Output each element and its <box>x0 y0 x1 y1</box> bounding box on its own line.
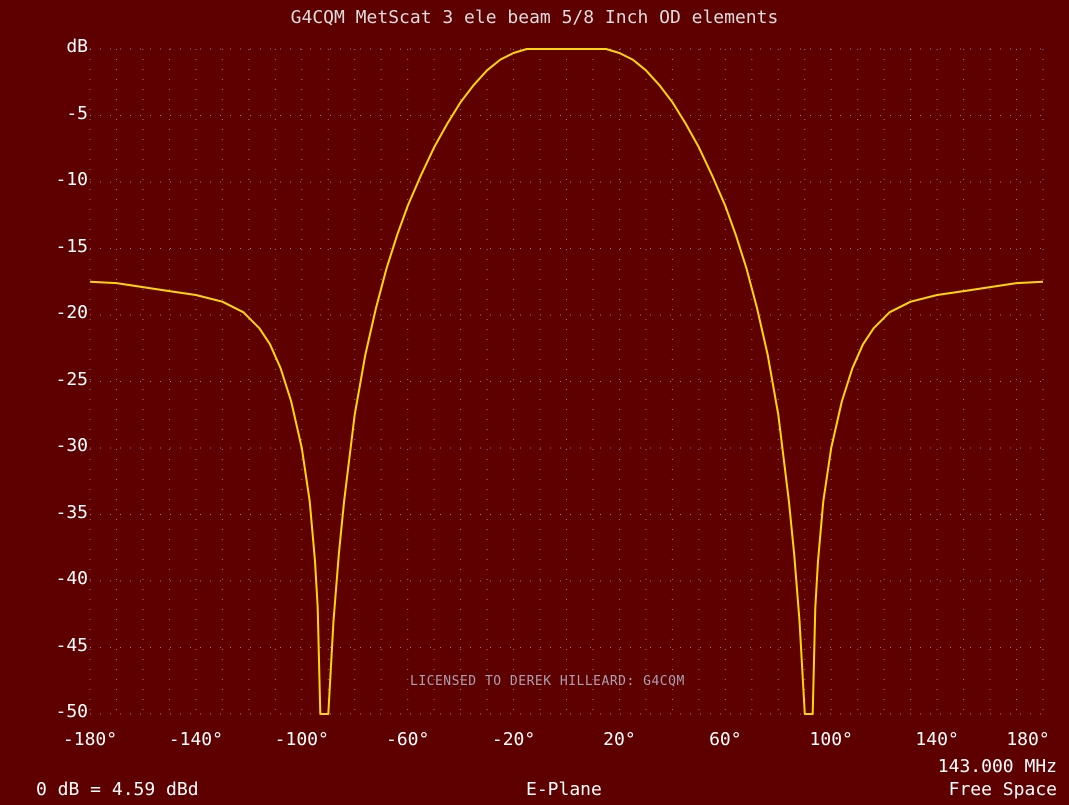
pattern-trace <box>89 48 1044 715</box>
plot-grid <box>89 48 1044 715</box>
frequency-label: 143.000 MHz <box>937 756 1057 777</box>
x-tick-label: -20° <box>491 729 536 750</box>
x-tick-label: -180° <box>62 729 118 750</box>
y-tick-label: -50 <box>55 701 88 722</box>
y-tick-label: -40 <box>55 568 88 589</box>
y-tick-label: -30 <box>55 435 88 456</box>
x-tick-label: 140° <box>915 729 959 750</box>
y-tick-label: -10 <box>55 169 88 190</box>
x-tick-label: -140° <box>168 729 223 750</box>
x-tick-label: 20° <box>603 729 636 750</box>
reference-level-label: 0 dB = 4.59 dBd <box>36 779 199 800</box>
x-tick-label: -60° <box>385 729 430 750</box>
y-tick-label: -5 <box>66 102 88 124</box>
x-tick-label: -100° <box>274 729 329 750</box>
y-tick-label: dB <box>66 36 88 57</box>
chart-title: G4CQM MetScat 3 ele beam 5/8 Inch OD ele… <box>290 7 779 28</box>
x-tick-label: 100° <box>809 729 853 750</box>
x-tick-label: 180° <box>1006 729 1050 750</box>
y-tick-label: -15 <box>55 235 88 257</box>
x-tick-label: 60° <box>709 729 742 750</box>
y-tick-label: -45 <box>55 634 88 656</box>
environment-label: Free Space <box>948 779 1057 800</box>
pattern-trace-group <box>89 48 1044 715</box>
y-tick-label: -25 <box>55 368 88 390</box>
y-tick-label: -35 <box>55 501 88 523</box>
licence-notice: LICENSED TO DEREK HILLEARD: G4CQM <box>410 674 685 689</box>
plane-label: E-Plane <box>526 779 602 800</box>
y-tick-label: -20 <box>55 302 88 323</box>
